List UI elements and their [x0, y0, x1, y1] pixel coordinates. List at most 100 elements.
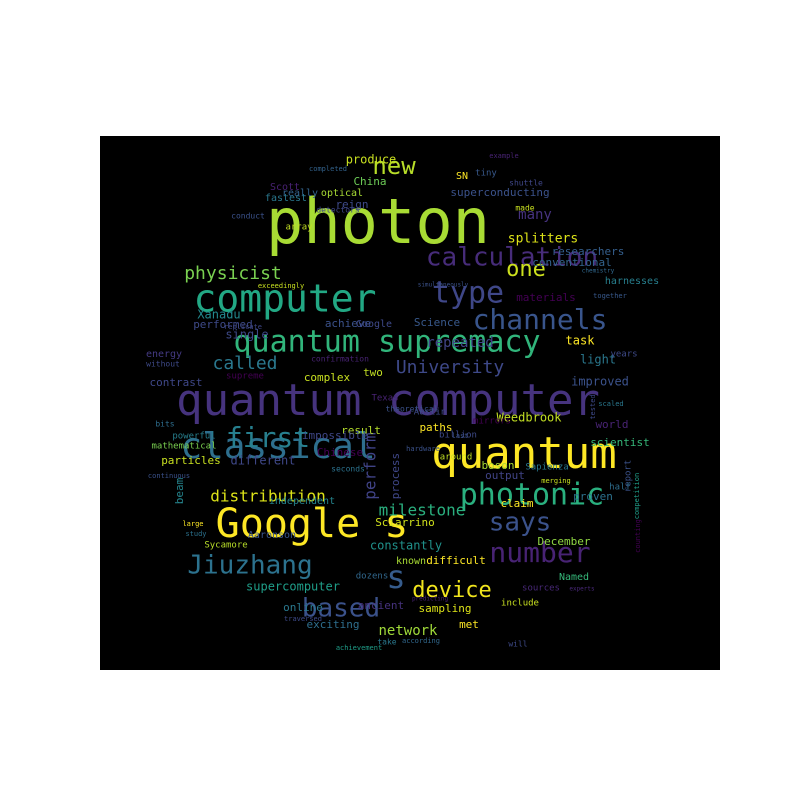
word-distribution: distribution	[210, 487, 326, 506]
word-output: output	[485, 469, 525, 482]
word-competition: competition	[633, 473, 641, 519]
word-completed: completed	[309, 165, 347, 173]
word-scaled: scaled	[598, 400, 623, 408]
word-channels: channels	[473, 303, 608, 336]
word-without: without	[146, 360, 180, 369]
word-traversed: traversed	[284, 615, 322, 623]
word-light: light	[580, 353, 616, 367]
word-sapienza: Sapienza	[525, 463, 568, 473]
word-produce: produce	[346, 153, 397, 167]
word-online: online	[283, 601, 323, 614]
word-process: process	[389, 453, 402, 499]
word-jiuzhang: Jiuzhang	[187, 551, 312, 581]
word-new: new	[372, 152, 416, 180]
word-s: s	[386, 558, 405, 596]
word-sources: sources	[522, 584, 560, 594]
word-proven: proven	[573, 490, 613, 503]
word-december: December	[538, 535, 591, 548]
word-perform: perform	[361, 432, 380, 499]
word-take: take	[377, 638, 396, 647]
word-predicting: predicting	[412, 596, 449, 603]
word-mathematical: mathematical	[151, 442, 216, 452]
word-sampling: sampling	[419, 602, 472, 615]
word-conduct: conduct	[231, 212, 265, 221]
word-different: different	[230, 454, 295, 468]
word-two: two	[363, 366, 383, 379]
word-mirrors: mirrors	[473, 417, 511, 427]
word-weedbrook: Weedbrook	[496, 411, 562, 425]
word-number: number	[489, 536, 590, 569]
word-large: large	[182, 520, 203, 528]
word-photon: photon	[266, 185, 490, 258]
word-constantly: constantly	[370, 539, 442, 553]
word-university: University	[396, 357, 505, 378]
word-quantum-supremacy: quantum supremacy	[233, 325, 540, 360]
word-study: study	[185, 530, 206, 538]
word-experts: experts	[569, 586, 595, 593]
word-china: China	[353, 175, 386, 188]
word-seconds: seconds	[331, 465, 365, 474]
word-performed: performed	[193, 318, 253, 331]
word-materials: materials	[516, 291, 576, 304]
word-sycamore: Sycamore	[204, 541, 247, 551]
word-google: Google	[356, 319, 392, 330]
word-network: network	[378, 623, 438, 639]
word-contrast: contrast	[150, 376, 203, 389]
word-ancient: ancient	[358, 599, 404, 612]
word-classical: classical	[180, 426, 375, 467]
word-according: according	[402, 637, 440, 645]
word-single: single	[225, 328, 268, 342]
word-impossible: impossible	[302, 429, 368, 442]
word-photonic: photonic	[460, 478, 605, 513]
word-improved: improved	[571, 375, 629, 389]
word-around: around	[440, 453, 473, 463]
word-dozens: dozens	[356, 572, 389, 582]
word-report: report	[624, 460, 634, 493]
word-tiny: tiny	[475, 169, 497, 179]
word-repeated: repeated	[426, 335, 493, 351]
word-quantum-computer: quantum computer	[176, 375, 600, 426]
word-milestone: milestone	[379, 501, 466, 520]
word-achievement: achievement	[336, 644, 382, 652]
word-confirmation: confirmation	[311, 355, 369, 364]
word-world: world	[595, 418, 628, 431]
word-supreme: supreme	[226, 372, 264, 382]
word-many: many	[518, 207, 552, 223]
word-complex: complex	[304, 371, 351, 384]
word-energy: energy	[146, 349, 182, 360]
word-continuous: continuous	[148, 472, 190, 480]
word-will: will	[508, 640, 527, 649]
word-together: together	[593, 292, 627, 300]
word-cloud: quantum computer photon computer quantum su…	[100, 136, 720, 670]
word-exciting: exciting	[307, 618, 360, 631]
word-billion: billion	[439, 431, 477, 441]
word-computer: computer	[193, 277, 376, 321]
word-scott: Scott	[270, 182, 300, 193]
word-supercomputer: supercomputer	[246, 580, 340, 594]
word-sciarrino: Sciarrino	[375, 516, 435, 529]
word-fastest: fastest	[265, 193, 307, 204]
word-physicist: physicist	[184, 263, 282, 284]
word-tested: tested	[589, 394, 597, 419]
word-include: include	[501, 599, 539, 609]
word-quantum: quantum	[431, 428, 616, 479]
word-last: last	[452, 432, 469, 440]
word-says: says	[489, 508, 552, 538]
word-known: known	[396, 556, 426, 567]
word-type: type	[432, 276, 504, 311]
word-boson: boson	[481, 459, 514, 472]
word-xanadu: Xanadu	[197, 308, 240, 322]
word-made: made	[515, 204, 534, 213]
word-calculation: calculation	[426, 243, 598, 273]
word-science: Science	[414, 316, 460, 329]
word-researchers: researchers	[552, 245, 625, 258]
word-paths: paths	[419, 421, 452, 434]
word-array: array	[285, 223, 313, 233]
word-conventional: conventional	[532, 256, 611, 269]
word-task: task	[566, 334, 596, 348]
word-chemistry: chemistry	[582, 268, 615, 275]
word-optical: optical	[321, 188, 363, 199]
word-named: Named	[559, 572, 589, 583]
word-based: based	[302, 594, 380, 624]
word-one: one	[506, 257, 546, 282]
